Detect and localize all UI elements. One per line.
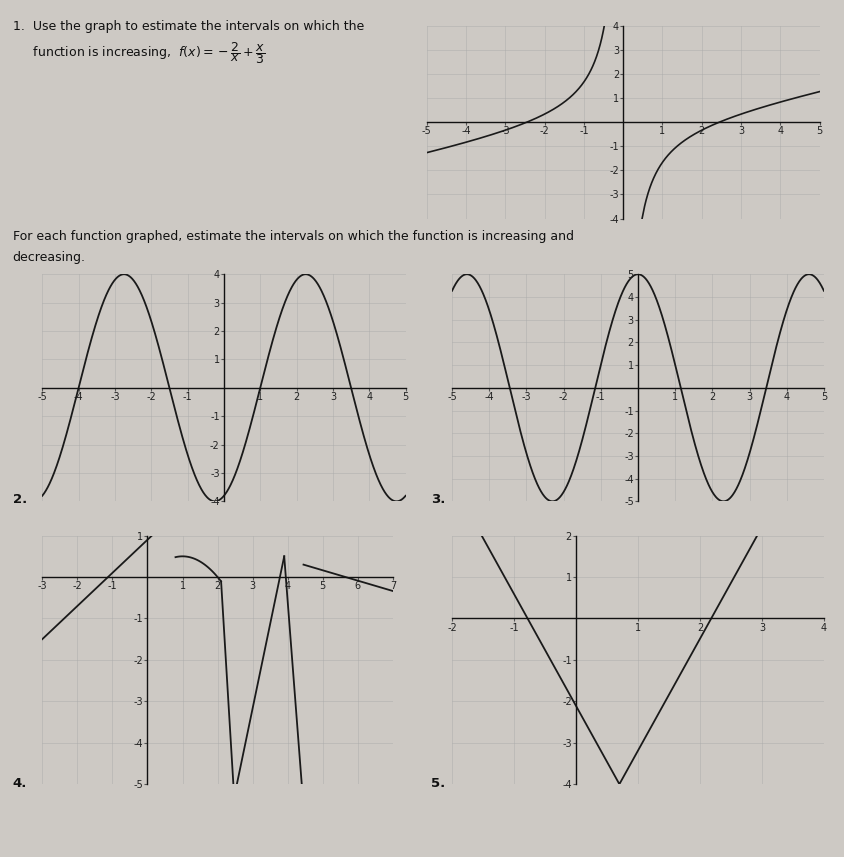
Text: function is increasing,  $f(x) = -\dfrac{2}{x} + \dfrac{x}{3}$: function is increasing, $f(x) = -\dfrac{… xyxy=(13,40,265,66)
Text: 1.  Use the graph to estimate the intervals on which the: 1. Use the graph to estimate the interva… xyxy=(13,20,364,33)
Text: 2.: 2. xyxy=(13,493,27,506)
Text: For each function graphed, estimate the intervals on which the function is incre: For each function graphed, estimate the … xyxy=(13,230,573,243)
Text: 4.: 4. xyxy=(13,776,27,790)
Text: 3.: 3. xyxy=(430,493,445,506)
Text: decreasing.: decreasing. xyxy=(13,251,85,265)
Text: 5.: 5. xyxy=(430,776,445,790)
